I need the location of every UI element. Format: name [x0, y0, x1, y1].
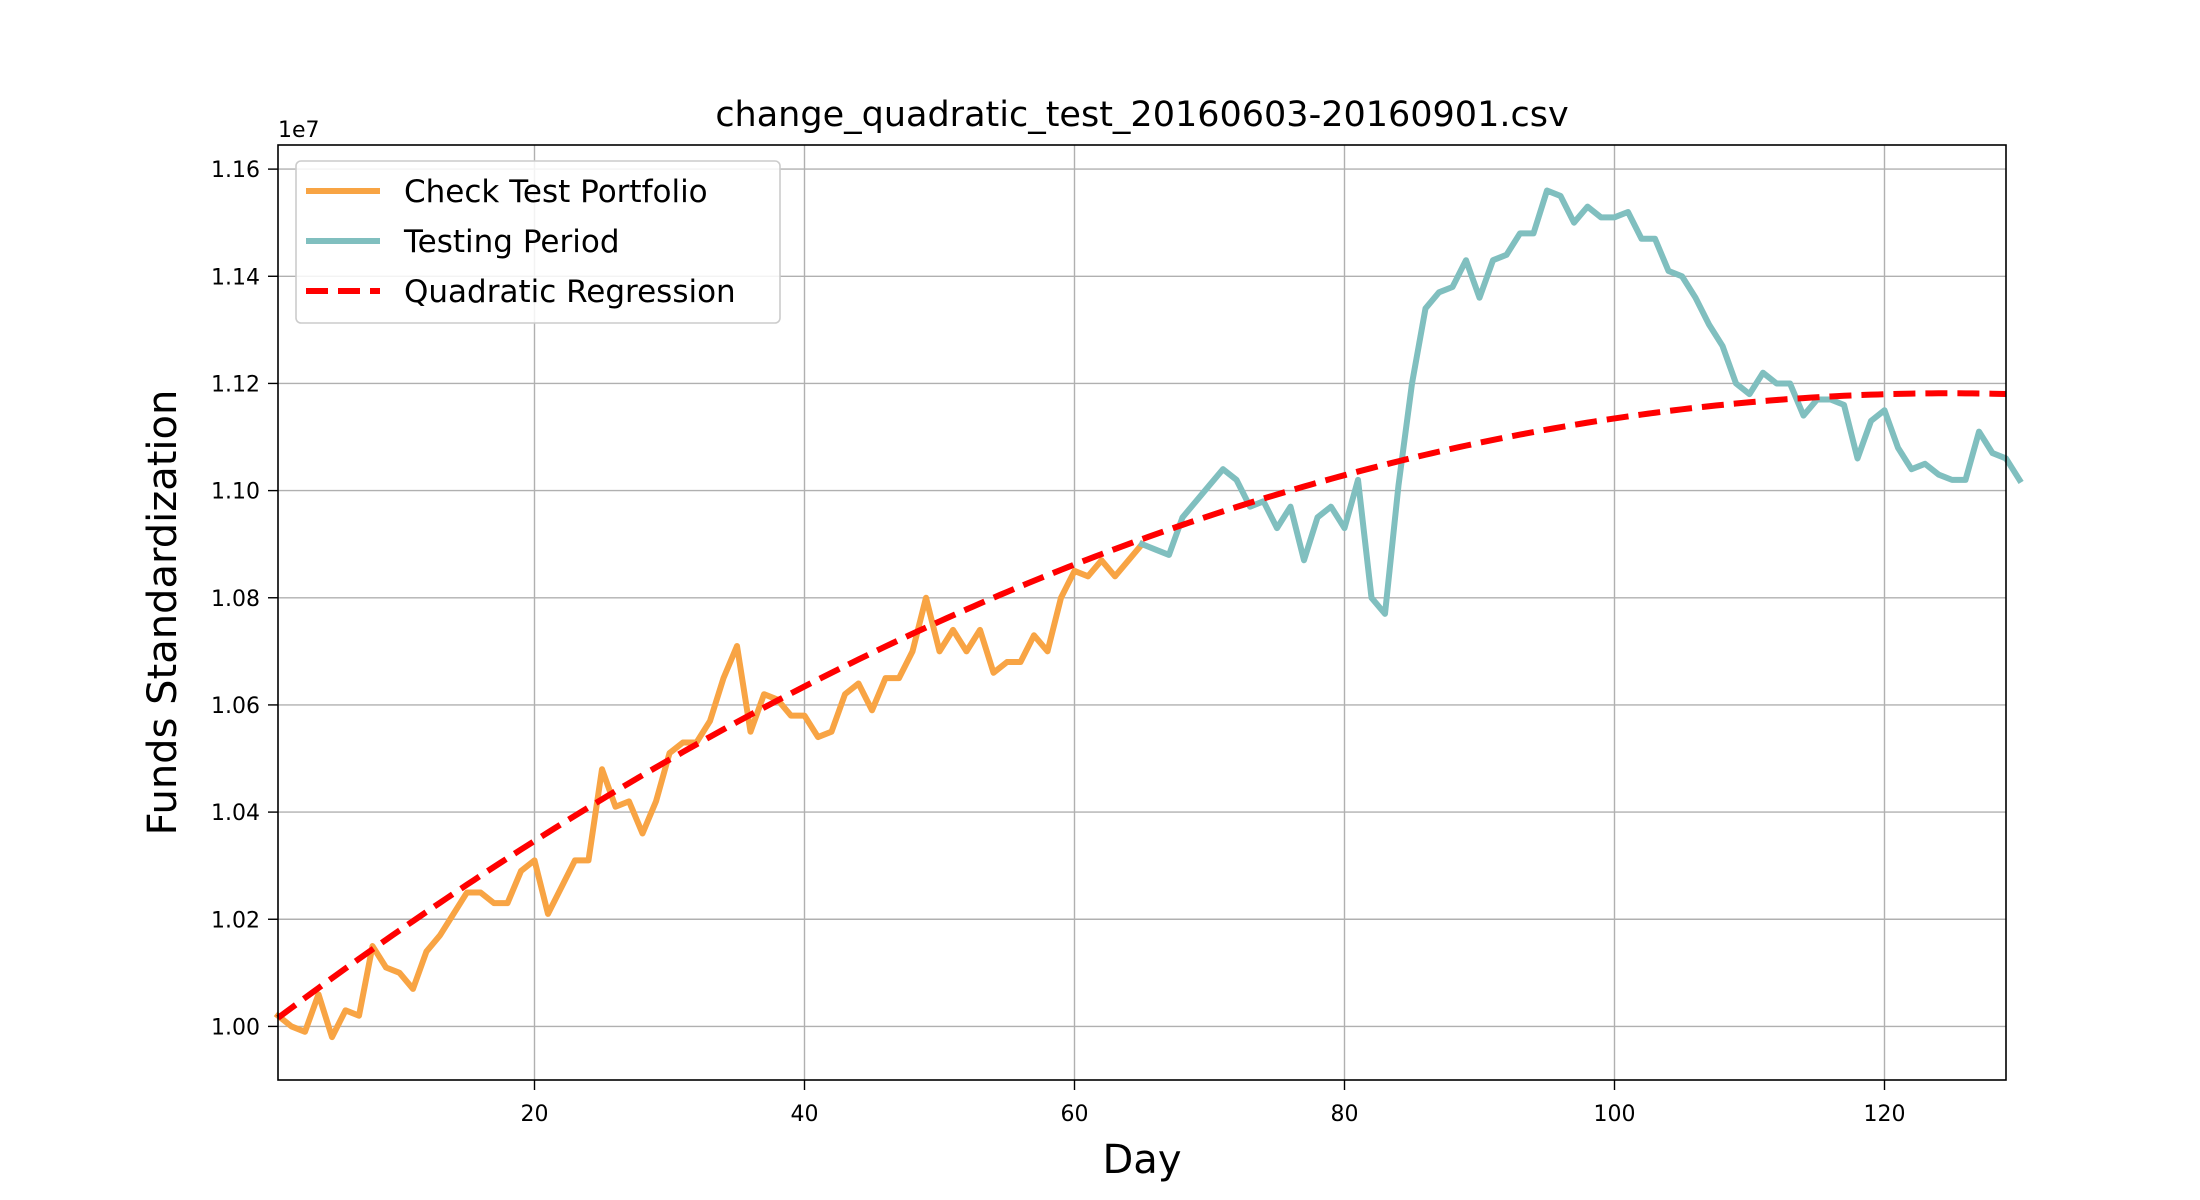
y-axis-title: Funds Standardization [140, 390, 186, 836]
x-tick-label: 40 [791, 1102, 819, 1127]
series-line-3 [276, 390, 2007, 1021]
y-tick-label: 1.16 [211, 158, 260, 183]
x-tick-label: 100 [1594, 1102, 1636, 1127]
chart-title: change_quadratic_test_20160603-20160901.… [715, 95, 1568, 135]
x-axis-title: Day [1103, 1137, 1182, 1183]
legend-label: Check Test Portfolio [404, 174, 708, 210]
y-tick-label: 1.14 [211, 265, 260, 290]
y-axis-offset-label: 1e7 [278, 118, 320, 143]
y-tick-label: 1.08 [211, 587, 260, 612]
x-tick-label: 20 [521, 1102, 549, 1127]
grid-lines [278, 145, 2006, 1080]
legend-box [295, 160, 781, 324]
plot-area-frame [277, 144, 2007, 1081]
y-tick-label: 1.00 [211, 1015, 260, 1040]
y-tick-label: 1.02 [211, 908, 260, 933]
x-tick-label: 60 [1061, 1102, 1089, 1127]
series-line-2 [1138, 187, 2024, 617]
y-tick-label: 1.12 [211, 372, 260, 397]
series-line-1 [273, 539, 1147, 1041]
legend: Check Test Portfolio Testing Period Quadra… [295, 160, 781, 324]
legend-label: Testing Period [403, 224, 620, 260]
x-tick-label: 120 [1864, 1102, 1906, 1127]
axis-ticks: 20 40 60 80 100 120 1.00 1.02 1.04 1.06 1.08 1.10 1.… [211, 158, 1905, 1127]
y-tick-label: 1.10 [211, 480, 260, 505]
y-tick-label: 1.06 [211, 694, 260, 719]
x-tick-label: 80 [1331, 1102, 1359, 1127]
legend-label: Quadratic Regression [404, 274, 736, 310]
series-group [273, 187, 2024, 1041]
y-tick-label: 1.04 [211, 801, 260, 826]
